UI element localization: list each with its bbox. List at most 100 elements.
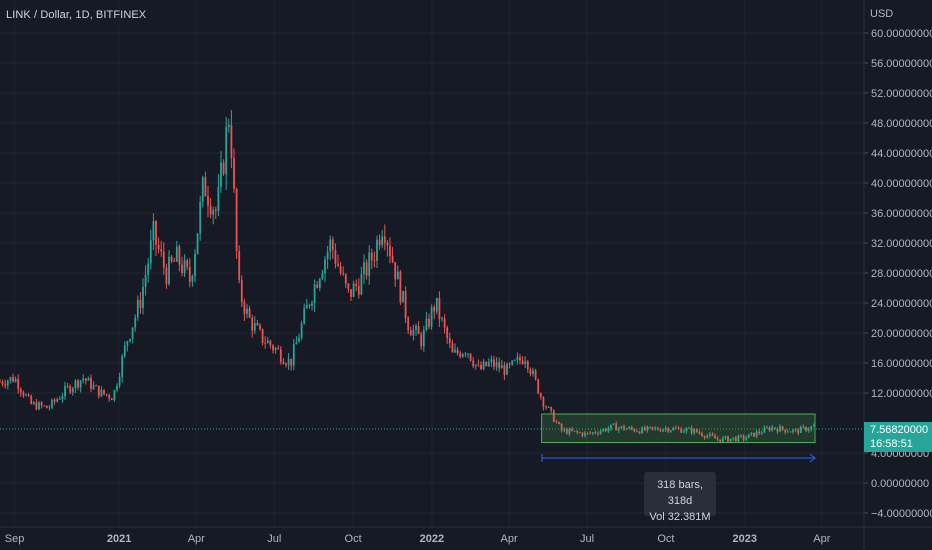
candle-body (342, 273, 345, 275)
candle-body (534, 370, 537, 380)
candle-body (441, 318, 443, 320)
candle-body (805, 426, 807, 431)
candle-body (394, 262, 397, 280)
candle-body (435, 297, 438, 312)
range-box-annotation[interactable] (541, 413, 816, 443)
price-tick-label: 44.00000000 (871, 148, 932, 160)
price-tick-label: −4.00000000 (871, 508, 932, 520)
candle-body (753, 432, 755, 437)
candle-body (365, 262, 368, 276)
candle-body (706, 435, 709, 438)
candle-body (38, 402, 40, 410)
candle-body (308, 304, 311, 307)
candle-body (526, 361, 529, 370)
candle-body (474, 364, 477, 367)
symbol-title[interactable]: LINK / Dollar, 1D, BITFINEX (6, 9, 147, 21)
price-axis[interactable]: 60.00000000 56.00000000 52.00000000 48.0000… (863, 0, 932, 550)
candle-body (295, 342, 298, 345)
candle-body (248, 308, 251, 318)
candle-body (446, 327, 449, 339)
candle-body (698, 432, 701, 434)
candle-body (555, 421, 558, 423)
candle-body (246, 308, 248, 314)
price-tick-label: 60.00000000 (871, 28, 932, 40)
measure-arrowhead (809, 453, 816, 463)
candle-body (680, 428, 683, 433)
candle-body (30, 395, 33, 404)
candle-body (363, 262, 365, 275)
candle-body (123, 345, 126, 356)
candle-body (129, 338, 131, 342)
candle-body (677, 428, 680, 429)
candle-body (584, 432, 586, 436)
candle-body (45, 405, 48, 409)
candle-body (597, 433, 599, 434)
candle-body (48, 407, 51, 409)
candle-body (376, 239, 378, 261)
candle-body (118, 376, 121, 386)
candle-body (79, 380, 82, 388)
candle-body (350, 289, 352, 297)
candle-body (786, 431, 789, 433)
candle-body (563, 429, 566, 431)
candle-body (493, 359, 495, 367)
candle-body (495, 362, 498, 367)
candle-body (100, 389, 103, 397)
candle-body (313, 284, 316, 303)
candle-body (126, 341, 129, 346)
time-tick-label: Jul (580, 533, 594, 545)
candle-body (121, 355, 124, 377)
candle-body (459, 353, 462, 357)
candle-body (407, 318, 410, 331)
candle-body (776, 428, 779, 432)
candle-body (485, 361, 488, 366)
candle-body (669, 430, 672, 432)
candle-body (599, 431, 602, 434)
candle-body (51, 399, 53, 408)
candle-body (682, 431, 685, 433)
candle-body (766, 427, 768, 429)
candle-body (737, 435, 740, 442)
candle-body (797, 429, 800, 433)
candle-body (381, 236, 384, 246)
candle-body (472, 360, 475, 367)
candle-body (516, 357, 519, 361)
candle-body (550, 406, 553, 411)
candle-body (604, 428, 607, 432)
candle-body (230, 125, 233, 159)
candle-body (402, 291, 404, 303)
time-tick-label: Oct (657, 533, 674, 545)
candle-body (292, 344, 295, 366)
candle-body (149, 240, 152, 264)
candle-body (355, 283, 358, 286)
candle-body (6, 380, 9, 386)
candle-body (253, 323, 256, 331)
candle-body (368, 252, 371, 276)
candle-body (144, 274, 147, 287)
candle-body (227, 125, 230, 128)
time-axis[interactable]: Sep 2021 Apr Jul Oct 2022 Apr Jul Oct 2023 Apr (0, 526, 932, 545)
candle-body (279, 349, 282, 362)
candle-body (695, 429, 698, 433)
candle-body (812, 425, 815, 427)
price-tick-label: 12.00000000 (871, 388, 932, 400)
candle-body (157, 244, 160, 250)
candle-body (636, 431, 638, 433)
candle-body (524, 361, 527, 364)
candle-body (352, 283, 355, 297)
candle-body (326, 251, 329, 260)
candle-body (578, 432, 581, 434)
candle-body (448, 338, 451, 344)
candle-body (654, 428, 657, 429)
candle-body (417, 325, 420, 335)
candle-body (711, 433, 714, 436)
candle-body (664, 428, 667, 430)
candle-body (625, 428, 628, 430)
candle-body (521, 360, 524, 364)
candle-body (282, 361, 285, 364)
candle-body (659, 429, 662, 432)
last-price-label: 7.56820000 16:58:51 (864, 422, 932, 452)
candle-body (175, 246, 178, 262)
